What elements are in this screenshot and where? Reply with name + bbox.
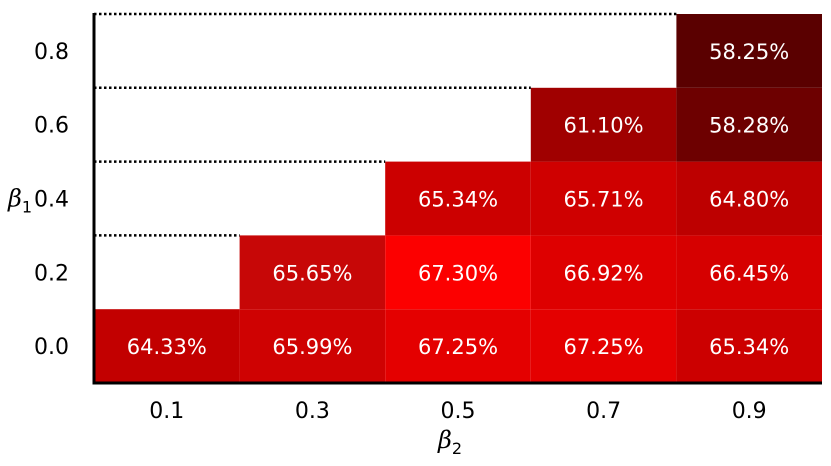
heatmap-cell: [239, 309, 386, 383]
heatmap-cell: [385, 309, 531, 383]
x-tick-label: 0.1: [149, 399, 184, 424]
x-tick-label: 0.3: [295, 399, 330, 424]
heatmap-cell: [676, 161, 822, 236]
cell-value-label: 65.65%: [272, 261, 352, 285]
boundary-layer: [94, 12, 677, 237]
cell-value-label: 64.33%: [127, 335, 207, 359]
cell-value-label: 64.80%: [709, 188, 789, 212]
heatmap-cell: [385, 161, 531, 236]
cell-value-label: 65.34%: [709, 335, 789, 359]
x-tick-label: 0.5: [441, 399, 476, 424]
y-tick-label: 0.0: [34, 335, 69, 360]
labels-layer: 64.33% 65.99% 67.25% 67.25% 65.34% 65.65% 67.3…: [127, 40, 789, 359]
heatmap-cell: [94, 309, 240, 383]
cell-value-label: 66.92%: [564, 261, 644, 285]
cell-value-label: 61.10%: [564, 114, 644, 138]
cell-value-label: 66.45%: [709, 261, 789, 285]
y-tick-label: 0.6: [34, 114, 69, 139]
cell-value-label: 65.71%: [564, 188, 644, 212]
cell-value-label: 67.25%: [564, 335, 644, 359]
y-tick-label: 0.8: [34, 40, 69, 65]
heatmap-cell: [530, 87, 677, 162]
heatmap-cell: [676, 14, 822, 88]
heatmap-cell: [530, 161, 677, 236]
cells-layer: [94, 14, 822, 383]
heatmap-cell: [530, 235, 677, 310]
ticks-layer: 0.1 0.3 0.5 0.7 0.9 0.0 0.2 0.4 0.6 0.8 β2 β1: [7, 40, 767, 458]
heatmap-cell: [385, 235, 531, 310]
y-tick-label: 0.4: [34, 188, 69, 213]
heatmap-cell: [676, 235, 822, 310]
axes-layer: [92, 13, 822, 385]
cell-value-label: 67.30%: [418, 261, 498, 285]
y-axis-label: β1: [7, 185, 32, 217]
heatmap-cell: [676, 87, 822, 162]
heatmap-cell: [239, 235, 386, 310]
cell-value-label: 58.28%: [709, 114, 789, 138]
x-tick-label: 0.7: [586, 399, 621, 424]
heatmap-cell: [676, 309, 822, 383]
y-tick-label: 0.2: [34, 261, 69, 286]
heatmap-cell: [530, 309, 677, 383]
x-axis-label: β2: [437, 426, 462, 458]
cell-value-label: 58.25%: [709, 40, 789, 64]
cell-value-label: 65.34%: [418, 188, 498, 212]
cell-value-label: 67.25%: [418, 335, 498, 359]
cell-value-label: 65.99%: [272, 335, 352, 359]
x-tick-label: 0.9: [732, 399, 767, 424]
